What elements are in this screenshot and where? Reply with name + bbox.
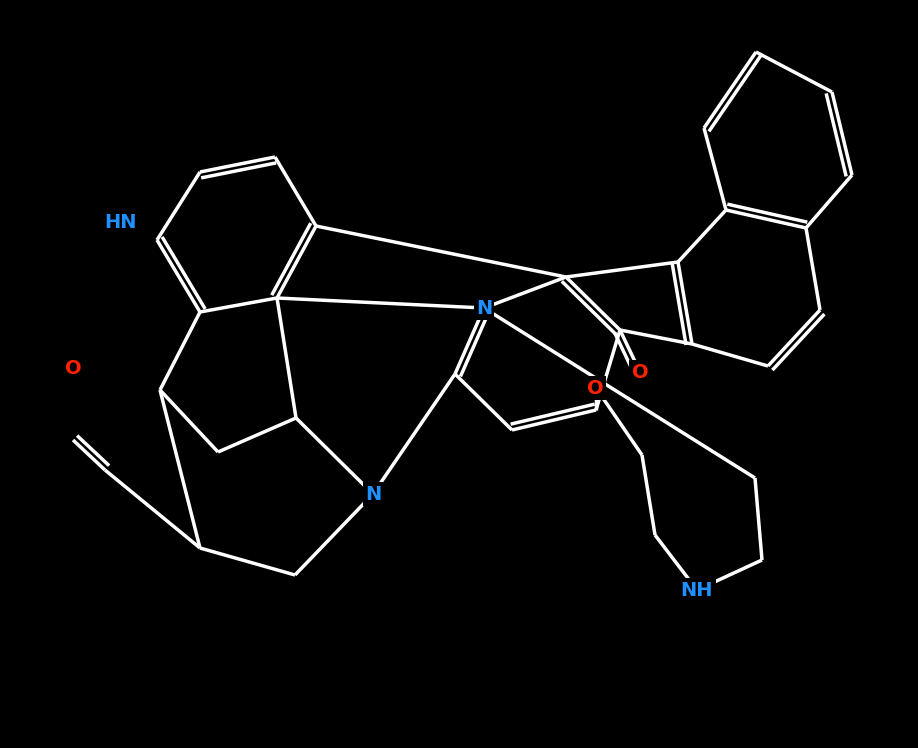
Text: NH: NH: [681, 580, 713, 599]
Text: O: O: [632, 363, 648, 381]
Text: O: O: [587, 378, 603, 397]
Text: HN: HN: [104, 212, 136, 231]
Text: N: N: [364, 485, 381, 503]
Text: N: N: [476, 298, 492, 317]
Text: O: O: [64, 358, 82, 378]
